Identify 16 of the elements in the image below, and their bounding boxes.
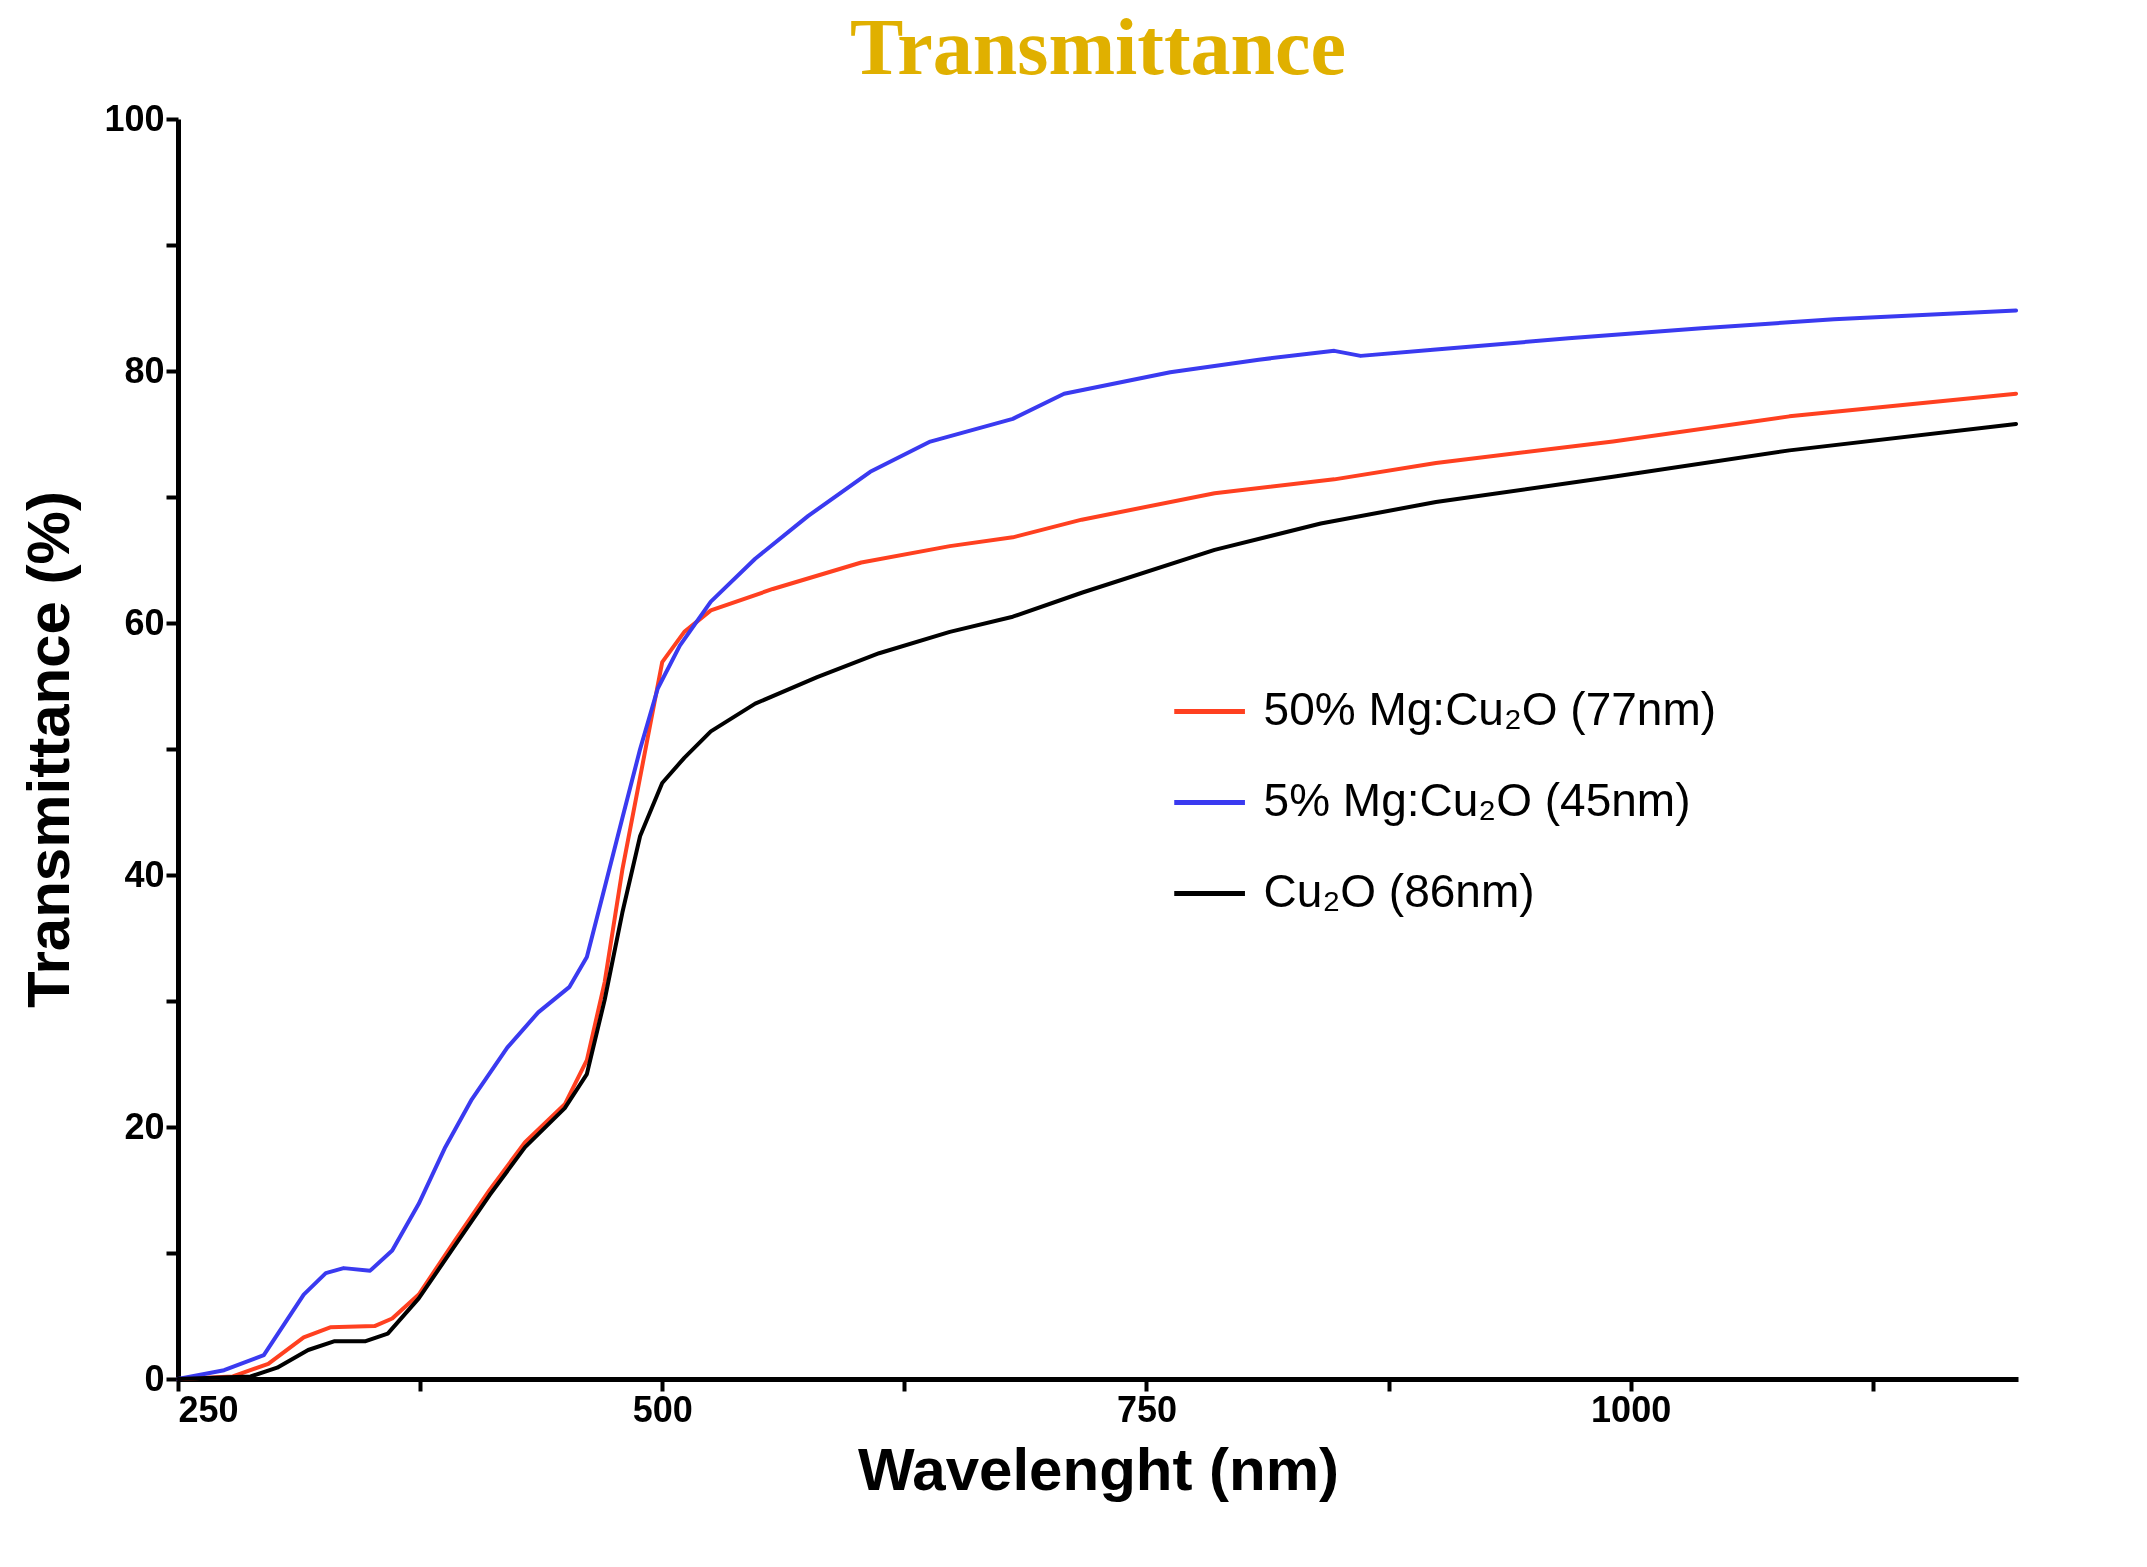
y-tick-label: 40 [124,853,165,895]
legend-label: 50% Mg:Cu₂O (77nm) [1263,683,1717,736]
y-tick-label: 100 [104,97,165,139]
x-tick-label: 250 [178,1388,239,1430]
x-axis-title: Wavelenght (nm) [857,1435,1340,1503]
x-tick-label: 750 [1116,1388,1177,1430]
y-tick-label: 80 [124,349,165,391]
x-tick-label: 1000 [1591,1388,1672,1430]
legend-label: Cu₂O (86nm) [1263,865,1535,918]
x-tick-label: 500 [632,1388,693,1430]
y-tick-label: 20 [124,1105,165,1147]
y-tick-label: 0 [144,1357,165,1399]
chart-title: Transmittance [849,3,1347,91]
legend-label: 5% Mg:Cu₂O (45nm) [1263,774,1691,827]
y-tick-label: 60 [124,601,165,643]
y-axis-title: Transmittance (%) [15,491,83,1008]
